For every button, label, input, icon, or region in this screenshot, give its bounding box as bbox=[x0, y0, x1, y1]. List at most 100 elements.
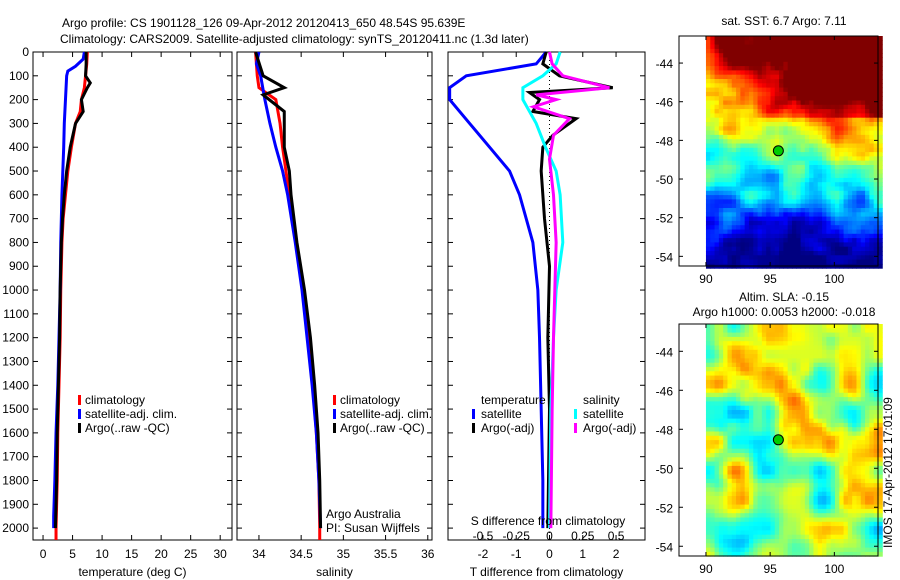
map-cell bbox=[770, 169, 776, 175]
map-cell bbox=[714, 539, 720, 544]
map-cell bbox=[744, 354, 750, 359]
map-cell bbox=[860, 332, 866, 338]
x2-axis-label: S difference from climatology bbox=[471, 514, 626, 528]
map-cell bbox=[817, 61, 823, 67]
map-cell bbox=[753, 508, 759, 514]
map-cell bbox=[847, 147, 853, 153]
map-cell bbox=[757, 251, 763, 256]
map-cell bbox=[865, 496, 870, 501]
map-cell bbox=[740, 392, 746, 398]
map-cell bbox=[723, 362, 728, 368]
map-cell bbox=[869, 246, 875, 252]
map-cell bbox=[770, 401, 776, 407]
map-cell bbox=[770, 199, 776, 205]
map-cell bbox=[800, 36, 806, 41]
map-cell bbox=[791, 461, 797, 467]
map-cell bbox=[761, 83, 767, 89]
map-cell bbox=[826, 341, 832, 346]
map-cell bbox=[843, 508, 849, 514]
map-cell bbox=[834, 259, 840, 265]
map-cell bbox=[723, 517, 728, 523]
map-cell bbox=[766, 444, 771, 450]
map-cell bbox=[822, 504, 827, 510]
map-cell bbox=[714, 422, 720, 428]
map-cell bbox=[748, 504, 754, 510]
map-cell bbox=[740, 422, 746, 428]
map-cell bbox=[804, 134, 810, 140]
map-cell bbox=[736, 521, 741, 527]
map-cell bbox=[860, 543, 866, 549]
map-cell bbox=[714, 87, 720, 93]
map-cell bbox=[865, 478, 870, 484]
map-cell bbox=[766, 83, 771, 89]
map-cell bbox=[860, 195, 866, 200]
map-cell bbox=[796, 233, 802, 239]
map-cell bbox=[757, 375, 763, 381]
map-cell bbox=[873, 418, 879, 424]
map-cell bbox=[744, 500, 750, 506]
map-cell bbox=[834, 246, 840, 252]
map-cell bbox=[822, 551, 827, 557]
map-cell bbox=[796, 139, 802, 144]
map-cell bbox=[710, 233, 716, 239]
legend-item: satellite bbox=[583, 407, 624, 421]
map-cell bbox=[710, 513, 716, 518]
map-cell bbox=[748, 478, 754, 484]
map-cell bbox=[852, 474, 857, 480]
map-cell bbox=[822, 465, 827, 471]
map-cell bbox=[714, 547, 720, 553]
map-cell bbox=[774, 401, 780, 407]
map-cell bbox=[860, 242, 866, 248]
map-cell bbox=[723, 487, 728, 493]
map-cell bbox=[826, 388, 832, 394]
map-cell bbox=[787, 165, 793, 170]
map-cell bbox=[830, 414, 836, 420]
map-cell bbox=[718, 375, 724, 381]
map-cell bbox=[809, 242, 814, 248]
map-cell bbox=[766, 182, 771, 187]
map-cell bbox=[761, 388, 767, 394]
map-cell bbox=[800, 539, 806, 544]
map-cell bbox=[817, 410, 823, 415]
map-cell bbox=[723, 44, 728, 50]
map-cell bbox=[873, 104, 879, 110]
map-cell bbox=[822, 427, 827, 432]
map-cell bbox=[766, 341, 771, 346]
map-cell bbox=[727, 324, 733, 329]
map-cell bbox=[856, 470, 862, 475]
map-cell bbox=[865, 401, 870, 407]
map-cell bbox=[753, 66, 759, 71]
map-cell bbox=[705, 40, 711, 46]
map-cell bbox=[727, 379, 733, 385]
map-cell bbox=[800, 547, 806, 553]
map-cell bbox=[873, 242, 879, 248]
map-cell bbox=[843, 96, 849, 101]
map-cell bbox=[748, 465, 754, 471]
map-cell bbox=[877, 336, 883, 342]
map-cell bbox=[839, 324, 845, 329]
map-cell bbox=[774, 392, 780, 398]
map-cell bbox=[796, 362, 802, 368]
map-cell bbox=[744, 410, 750, 415]
map-cell bbox=[822, 336, 827, 342]
map-cell bbox=[826, 195, 832, 200]
map-cell bbox=[791, 371, 797, 377]
map-cell bbox=[800, 504, 806, 510]
map-cell bbox=[731, 379, 737, 385]
map-cell bbox=[753, 465, 759, 471]
map-cell bbox=[809, 526, 814, 531]
map-cell bbox=[748, 371, 754, 377]
map-cell bbox=[791, 122, 797, 127]
map-cell bbox=[856, 182, 862, 187]
map-cell bbox=[727, 358, 733, 364]
map-cell bbox=[817, 160, 823, 166]
map-cell bbox=[740, 543, 746, 549]
map-cell bbox=[718, 496, 724, 501]
map-cell bbox=[830, 444, 836, 450]
map-cell bbox=[869, 57, 875, 63]
map-cell bbox=[736, 397, 741, 402]
map-cell bbox=[774, 100, 780, 106]
map-cell bbox=[774, 212, 780, 218]
map-cell bbox=[822, 53, 827, 58]
map-cell bbox=[753, 526, 759, 531]
